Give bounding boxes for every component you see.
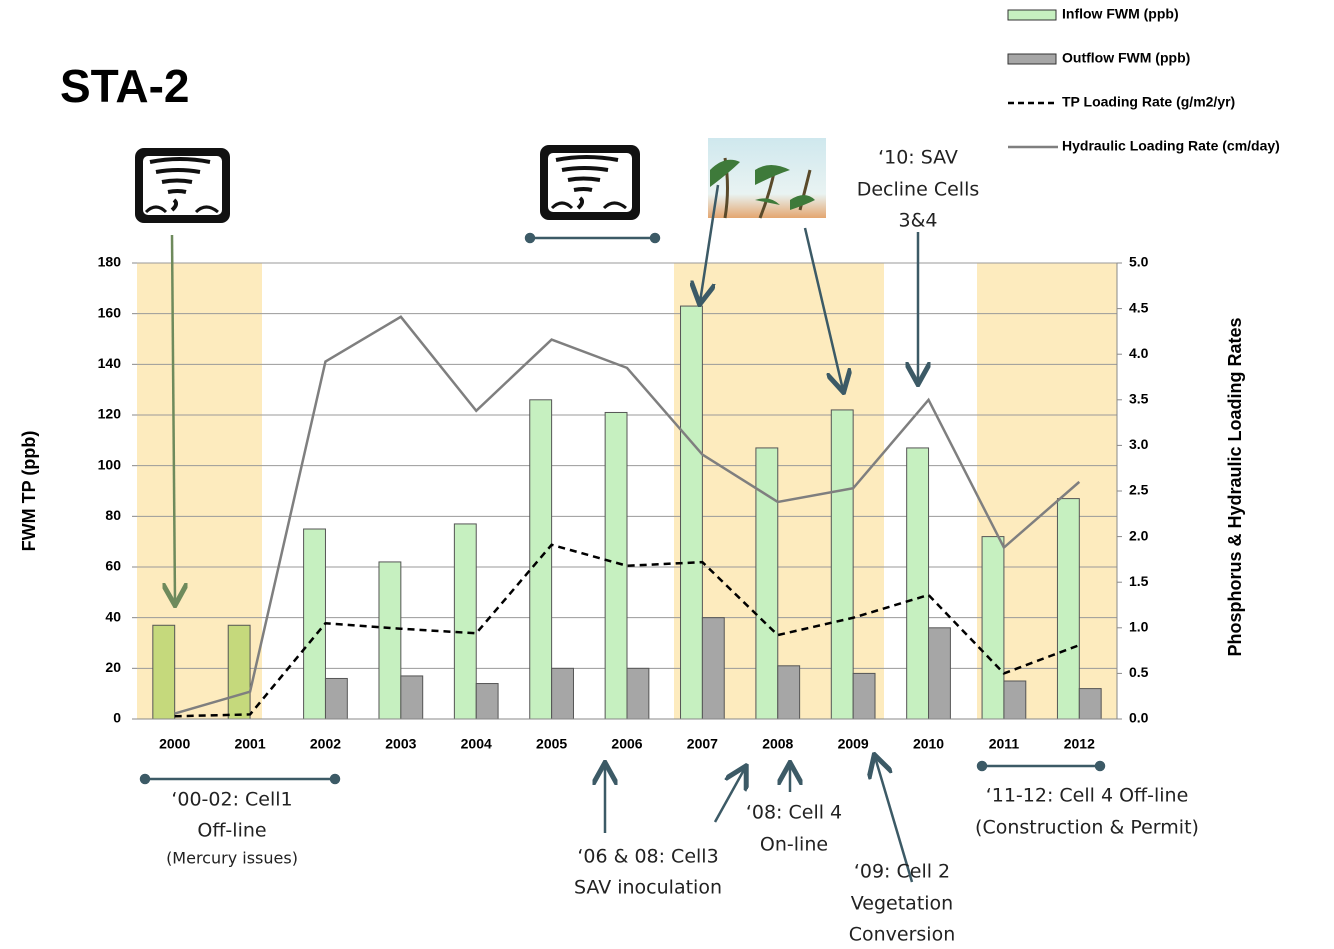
annotation: On-line [760,834,828,856]
x-tick-label: 2006 [611,736,642,752]
y2-tick-label: 3.0 [1129,436,1149,452]
y-tick-label: 120 [98,406,122,422]
line [174,543,1080,718]
legend-label: Outflow FWM (ppb) [1062,50,1190,66]
y-tick-label: 40 [105,608,121,624]
bar [378,561,402,720]
legend-label: TP Loading Rate (g/m2/yr) [1062,94,1235,110]
chart-title: STA-2 [60,60,190,112]
legend-label: Inflow FWM (ppb) [1062,6,1179,22]
x-tick-label: 2002 [310,736,341,752]
y2-tick-label: 0.5 [1129,664,1149,680]
bar [755,447,779,720]
annotations: ‘10: SAV Decline Cells 3&4 ‘00-02: Cell1 Off… [166,147,1199,946]
annotation: (Construction & Permit) [975,817,1199,839]
storm-icon [540,145,640,220]
y-tick-label: 180 [98,254,122,270]
bar [1056,498,1080,720]
legend: Inflow FWM (ppb) Outflow FWM (ppb) TP Load… [1007,6,1280,154]
annotation: Decline Cells [857,179,980,201]
annotation: ‘00-02: Cell1 [171,789,292,811]
y-axis-title: FWM TP (ppb) [19,431,39,552]
x-tick-label: 2005 [536,736,567,752]
bar [604,411,628,720]
bar [680,305,703,720]
y-tick-label: 160 [98,304,122,320]
bar [324,677,348,720]
y-tick-label: 0 [113,710,121,726]
hurricane-picture [708,138,826,219]
legend-swatch [1007,9,1057,21]
y2-axis-title: Phosphorus & Hydraulic Loading Rates [1225,317,1245,656]
x-tick-label: 2003 [385,736,416,752]
x-tick-label: 2010 [913,736,944,752]
line [174,315,1081,715]
y2-tick-label: 4.5 [1129,299,1149,315]
y2-tick-label: 5.0 [1129,254,1149,270]
bar [227,624,251,720]
annotation: Conversion [849,924,956,946]
annotation: ‘10: SAV [878,147,958,169]
annotation: Off-line [197,820,266,842]
bar [551,667,574,720]
marks [152,305,1102,720]
storm-icon [135,148,230,223]
bar [981,536,1005,720]
y-tick-label: 140 [98,355,122,371]
y2-tick-label: 1.0 [1129,619,1149,635]
bar [475,683,499,720]
annotation: 3&4 [899,210,938,232]
y2-tick-label: 2.5 [1129,482,1149,498]
annotation: ‘11-12: Cell 4 Off-line [986,785,1189,807]
annotation: ‘06 & 08: Cell3 [577,846,718,868]
bar [852,672,876,720]
y2-tick-label: 2.0 [1129,527,1149,543]
annotation: ‘09: Cell 2 [854,861,950,883]
bar [626,667,650,720]
annotation: (Mercury issues) [166,849,298,868]
bar [152,624,176,720]
bar [701,617,725,720]
x-tick-label: 2012 [1064,736,1095,752]
y-tick-label: 100 [98,456,122,472]
x-tick-label: 2007 [687,736,718,752]
legend-label: Hydraulic Loading Rate (cm/day) [1062,138,1280,154]
annotation: SAV inoculation [574,877,722,899]
bar [400,675,424,720]
bar [1003,680,1027,720]
bar [777,665,801,720]
x-tick-label: 2004 [461,736,492,752]
annotation: Vegetation [851,893,953,915]
y2-tick-label: 1.5 [1129,573,1149,589]
bar [303,528,326,720]
bar [906,447,930,720]
x-tick-label: 2008 [762,736,793,752]
x-tick-label: 2011 [989,736,1020,752]
annotation-arrows [172,184,918,883]
legend-swatch [1007,53,1057,65]
bar [453,523,477,720]
bar [928,627,951,720]
annotation: ‘08: Cell 4 [746,802,842,824]
x-tick-label: 2009 [838,736,869,752]
y-tick-label: 20 [105,659,121,675]
bar [1078,688,1102,720]
y2-tick-label: 4.0 [1129,345,1149,361]
bar [830,409,854,720]
period-spans [139,232,1106,785]
y2-tick-label: 0.0 [1129,710,1149,726]
y2-tick-label: 3.5 [1129,391,1149,407]
x-tick-label: 2001 [234,736,265,752]
y-tick-label: 60 [105,558,121,574]
bar [529,399,553,720]
x-tick-label: 2000 [159,736,190,752]
y-tick-label: 80 [105,507,121,523]
